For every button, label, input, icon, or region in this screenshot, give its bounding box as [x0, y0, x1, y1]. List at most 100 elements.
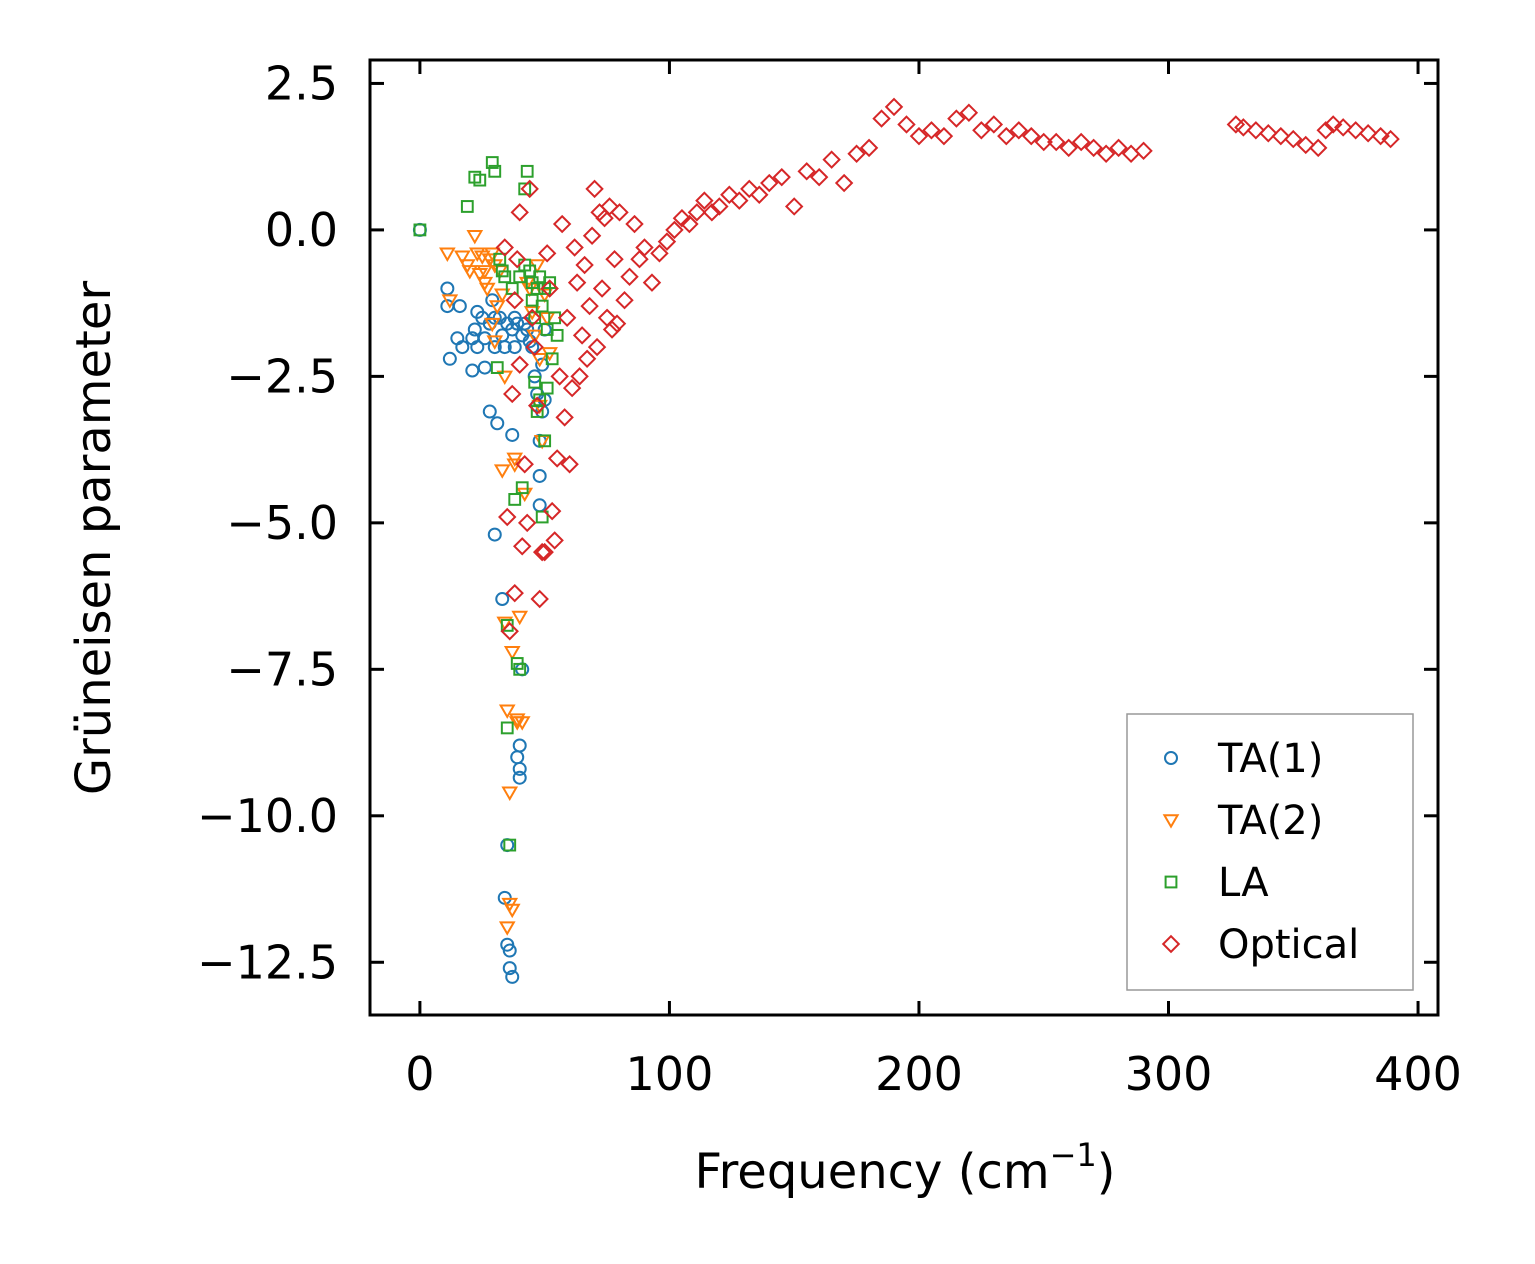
point-ta-1 [470, 340, 485, 355]
point-optical [772, 167, 791, 187]
point-optical [740, 179, 759, 199]
point-ta-1 [452, 299, 467, 314]
point-optical [625, 214, 644, 234]
y-tick-label: −10.0 [197, 789, 338, 843]
point-ta-2 [478, 282, 496, 298]
point-optical [695, 191, 714, 210]
point-optical [585, 179, 604, 199]
point-optical [510, 203, 529, 222]
point-optical [642, 273, 662, 292]
point-ta-2 [538, 311, 556, 327]
point-optical [592, 279, 612, 298]
point-optical [650, 244, 669, 263]
point-optical [535, 542, 554, 562]
point-optical [575, 255, 594, 275]
y-tick-label: 0.0 [265, 203, 338, 257]
point-ta-1 [532, 498, 547, 513]
point-optical [1358, 124, 1378, 143]
point-optical [797, 162, 816, 181]
point-la [540, 381, 554, 395]
point-optical [552, 214, 572, 234]
point-optical [909, 126, 929, 146]
legend-label-optical: Optical [1218, 922, 1359, 968]
point-optical [847, 144, 866, 163]
point-optical [672, 208, 692, 228]
point-optical [590, 203, 609, 222]
point-ta-2 [488, 300, 506, 315]
legend-box [1126, 713, 1414, 991]
point-optical [1109, 138, 1128, 158]
point-ta-1 [505, 427, 520, 442]
point-optical [567, 273, 587, 292]
point-la [520, 164, 534, 178]
point-ta-1 [477, 331, 492, 346]
point-optical [537, 244, 557, 263]
point-optical [532, 542, 552, 562]
point-optical [555, 408, 574, 427]
point-optical [510, 355, 529, 374]
point-optical [550, 367, 569, 386]
point-ta-1 [510, 316, 525, 331]
point-ta-1 [485, 293, 500, 308]
point-optical [1381, 129, 1400, 149]
point-optical [1346, 121, 1365, 140]
point-optical [582, 226, 602, 245]
point-optical [1259, 124, 1278, 143]
point-optical [1022, 126, 1041, 146]
point-optical [1071, 132, 1091, 152]
point-la [473, 173, 487, 187]
point-optical [1059, 138, 1078, 158]
point-optical [602, 320, 622, 339]
point-la [500, 721, 514, 735]
point-optical [730, 191, 749, 210]
point-ta-2 [486, 335, 504, 350]
point-ta-1 [512, 738, 527, 753]
legend-marker-optical [1161, 934, 1181, 954]
point-ta-1 [467, 322, 482, 337]
point-optical [784, 197, 804, 216]
point-la [498, 270, 512, 284]
point-optical [1309, 138, 1328, 158]
point-ta-2 [468, 247, 486, 262]
point-la [538, 434, 552, 448]
point-la [518, 182, 532, 196]
x-tick-label: 0 [405, 1047, 434, 1101]
point-la [528, 375, 542, 389]
point-ta-2 [511, 610, 529, 626]
point-optical [1009, 121, 1028, 140]
point-ta-1 [482, 404, 497, 419]
point-optical [557, 308, 577, 328]
x-tick-label: 300 [1125, 1047, 1213, 1101]
point-optical [635, 238, 654, 257]
point-ta-1 [512, 761, 527, 776]
point-la [485, 156, 499, 169]
plot-frame [368, 58, 1440, 1017]
point-optical [947, 109, 966, 128]
legend-marker-la [1164, 875, 1178, 889]
point-la [505, 282, 519, 295]
point-optical [1296, 135, 1315, 155]
point-ta-2 [516, 487, 534, 503]
point-optical [542, 501, 562, 521]
point-la [460, 200, 474, 213]
point-la [535, 299, 549, 313]
point-ta-1 [507, 340, 522, 355]
point-ta-1 [412, 222, 427, 237]
point-optical [607, 314, 627, 333]
point-optical [540, 279, 559, 298]
point-la [545, 352, 559, 366]
point-optical [495, 238, 514, 257]
point-optical [1323, 115, 1343, 134]
point-optical [822, 150, 841, 169]
point-optical [859, 138, 879, 158]
x-tick-label: 400 [1374, 1047, 1462, 1101]
point-optical [972, 121, 991, 140]
point-ta-1 [500, 838, 515, 853]
point-ta-1 [512, 770, 527, 785]
point-ta-2 [493, 288, 511, 303]
y-tick-label: −2.5 [226, 349, 338, 403]
point-ta-2 [476, 265, 494, 280]
point-ta-1 [497, 340, 512, 355]
point-ta-1 [510, 750, 525, 765]
point-optical [997, 126, 1016, 146]
